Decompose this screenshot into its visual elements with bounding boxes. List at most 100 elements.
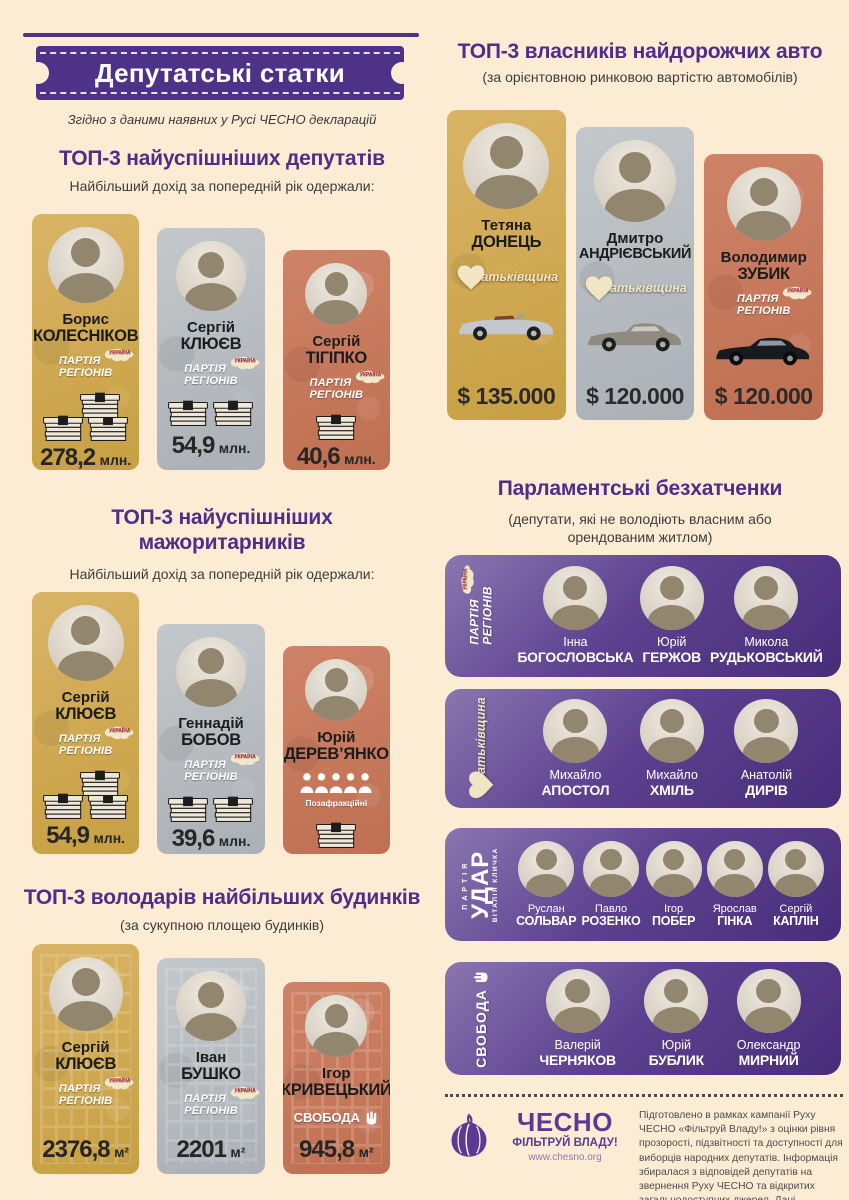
member-photo	[518, 840, 575, 897]
party-regions-logo: ПАРТІЯ РЕГІОНІВ УКРАЇНА	[59, 356, 113, 379]
car-card-1: Тетяна ДОНЕЦЬ Батьківщина $ 135.000	[447, 110, 566, 420]
money-stack-icon	[212, 795, 254, 825]
money-stacks	[315, 821, 357, 851]
deputy-photo	[463, 123, 550, 209]
income-value: 25,5 млн.	[297, 851, 376, 854]
member-photo	[639, 698, 704, 763]
party-regions-logo: ПАРТІЯ РЕГІОНІВ УКРАЇНА	[184, 364, 238, 387]
intro-note: Згідно з даними наявних у Русі ЧЕСНО дек…	[67, 112, 377, 127]
brand-name: ЧЕСНО	[517, 1107, 613, 1137]
deputy-card-2: Сергій КЛЮЄВ ПАРТІЯ РЕГІОНІВ УКРАЇНА 54,9…	[157, 228, 265, 470]
member: Микола РУДЬКОВСЬКИЙ	[710, 566, 823, 665]
members-list: Михайло АПОСТОЛ Михайло ХМІЛЬ Анатолій ДИРІ…	[511, 698, 829, 798]
deputy-photo	[305, 995, 368, 1057]
money-stacks	[315, 413, 357, 443]
party-regions-vertical-logo: ПАРТІЯ РЕГІОНІВ УКРАЇНА	[451, 563, 511, 669]
people-icon	[299, 772, 373, 793]
member: Юрій ГЕРЖОВ	[639, 566, 704, 665]
svoboda-logo: СВОБОДА	[294, 1110, 380, 1125]
deputy-photo	[594, 140, 676, 222]
house-card-3: Ігор КРИВЕЦЬКИЙ СВОБОДА 945,8 м²	[282, 982, 390, 1174]
batkivshchyna-logo: Батьківщина	[583, 271, 687, 305]
area-value: 2376,8 м²	[42, 1136, 130, 1163]
member-photo	[543, 698, 608, 763]
deputy-name: Володимир ЗУБИК	[720, 249, 807, 284]
income-value: 54,9 млн.	[171, 432, 251, 459]
brand-tagline: ФІЛЬТРУЙ ВЛАДУ!	[512, 1137, 618, 1149]
section-title-houses: ТОП-3 володарів найбільших будинків	[23, 886, 421, 909]
money-stack-icon	[79, 391, 121, 421]
party-regions-logo: ПАРТІЯ РЕГІОНІВ УКРАЇНА	[184, 1094, 238, 1117]
garlic-icon	[445, 1113, 493, 1161]
member-photo	[734, 566, 799, 631]
money-stacks	[167, 399, 254, 429]
footer: ЧЕСНО ФІЛЬТРУЙ ВЛАДУ! www.chesno.org Під…	[445, 1094, 843, 1200]
houses-cards: Сергій КЛЮЄВ ПАРТІЯ РЕГІОНІВ УКРАЇНА 2376…	[32, 944, 390, 1174]
deputy-photo	[175, 241, 246, 311]
members-list: Інна БОГОСЛОВСЬКА Юрій ГЕРЖОВ Микола РУДЬКО…	[511, 566, 829, 665]
deputy-name: Геннадій БОБОВ	[178, 715, 244, 750]
homeless-group-udar: ПАРТІЯ УДАР ВІТАЛІЯ КЛИЧКА Руслан СОЛЬВАР…	[445, 828, 841, 941]
majoritarians-cards: Сергій КЛЮЄВ ПАРТІЯ РЕГІОНІВ УКРАЇНА 54,9…	[32, 592, 390, 854]
deputy-photo	[47, 605, 124, 681]
deputy-name: Борис КОЛЕСНІКОВ	[33, 311, 139, 346]
majoritarian-card-1: Сергій КЛЮЄВ ПАРТІЯ РЕГІОНІВ УКРАЇНА 54,9…	[32, 592, 140, 854]
deputy-name: Сергій КЛЮЄВ	[55, 1039, 117, 1074]
section-title-deputies: ТОП-3 найуспішніших депутатів	[59, 147, 385, 170]
deputy-photo	[47, 227, 124, 303]
member-photo	[706, 840, 763, 897]
money-stack-icon	[212, 399, 254, 429]
section-subtitle-deputies: Найбільший дохід за попередній рік одерж…	[69, 178, 375, 194]
car-icon-coupe	[583, 313, 687, 355]
money-stack-icon	[315, 821, 357, 851]
footer-note: Підготовлено в рамках кампанії Руху ЧЕСН…	[639, 1110, 843, 1200]
section-subtitle-homeless: (депутати, які не володіють власним або о…	[508, 511, 772, 546]
brand-url-link[interactable]: www.chesno.org	[528, 1152, 602, 1163]
member: Павло РОЗЕНКО	[581, 840, 641, 929]
heart-icon	[466, 768, 496, 800]
member-photo	[545, 968, 610, 1033]
svoboda-hand-icon	[474, 970, 488, 985]
car-icon-sedan	[712, 327, 816, 369]
car-price: $ 120.000	[586, 383, 684, 409]
deputy-name: Дмитро АНДРІЄВСЬКИЙ	[578, 230, 692, 263]
section-title-homeless: Парламентські безхатченки	[497, 477, 783, 500]
deputy-name: Тетяна ДОНЕЦЬ	[471, 217, 542, 252]
deputy-name: Ігор КРИВЕЦЬКИЙ	[282, 1065, 390, 1100]
section-subtitle-cars: (за орієнтовною ринковою вартістю автомо…	[482, 69, 798, 85]
area-value: 945,8 м²	[299, 1136, 374, 1163]
deputy-name: Юрій ДЕРЕВ’ЯНКО	[283, 729, 389, 764]
deputy-name: Сергій КЛЮЄВ	[55, 689, 117, 724]
ribbon-banner: Депутатські статки	[36, 46, 404, 100]
svoboda-vertical-logo: СВОБОДА	[451, 970, 511, 1067]
member: Сергій КАПЛІН	[767, 840, 824, 929]
party-regions-logo: ПАРТІЯ РЕГІОНІВ УКРАЇНА	[184, 760, 238, 783]
member: Ярослав ГІНКА	[706, 840, 763, 929]
member-photo	[543, 566, 608, 631]
money-stacks	[42, 769, 129, 822]
majoritarian-card-2: Геннадій БОБОВ ПАРТІЯ РЕГІОНІВ УКРАЇНА 39…	[157, 624, 265, 854]
section-subtitle-houses: (за сукупною площею будинків)	[119, 917, 325, 933]
section-subtitle-majoritarians: Найбільший дохід за попередній рік одерж…	[69, 566, 375, 582]
member-photo	[736, 968, 801, 1033]
deputy-name: Сергій КЛЮЄВ	[180, 319, 242, 354]
deputy-photo	[305, 659, 368, 721]
member: Руслан СОЛЬВАР	[516, 840, 577, 929]
heart-icon	[583, 273, 615, 303]
svoboda-hand-icon	[364, 1111, 379, 1125]
party-regions-logo: ПАРТІЯ РЕГІОНІВ УКРАЇНА	[59, 1084, 113, 1107]
car-card-2: Дмитро АНДРІЄВСЬКИЙ Батьківщина $ 120.00…	[575, 127, 695, 420]
member-photo	[734, 698, 799, 763]
members-list: Валерій ЧЕРНЯКОВ Юрій БУБЛИК Олександр МИРН…	[511, 968, 829, 1068]
party-regions-logo: ПАРТІЯ РЕГІОНІВ УКРАЇНА	[310, 378, 364, 401]
deputy-name: Іван БУШКО	[181, 1049, 241, 1084]
member: Валерій ЧЕРНЯКОВ	[539, 968, 616, 1068]
udar-vertical-logo: ПАРТІЯ УДАР ВІТАЛІЯ КЛИЧКА	[462, 846, 500, 923]
batkivshchyna-logo: Батьківщина	[455, 260, 558, 294]
party-regions-logo: ПАРТІЯ РЕГІОНІВ УКРАЇНА	[737, 294, 791, 317]
member-photo	[767, 840, 824, 897]
heart-icon	[455, 262, 487, 292]
money-stack-icon	[315, 413, 357, 443]
money-stacks	[167, 795, 254, 825]
